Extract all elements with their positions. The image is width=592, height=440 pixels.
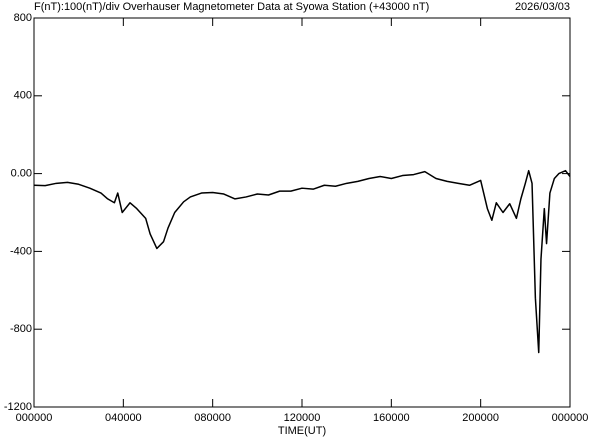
y-tick-label: -800 xyxy=(10,323,32,335)
y-tick-label: -1200 xyxy=(4,401,32,413)
y-tick-label: 400 xyxy=(14,90,32,102)
y-tick-label: 0.00 xyxy=(11,168,32,180)
y-tick-label: 800 xyxy=(14,12,32,24)
x-tick-label: 000000 xyxy=(552,412,589,424)
x-tick-label: 040000 xyxy=(105,412,142,424)
x-tick-label: 160000 xyxy=(373,412,410,424)
data-line xyxy=(33,169,571,354)
x-tick-label: 000000 xyxy=(16,412,53,424)
y-tick-label: -400 xyxy=(10,245,32,257)
x-tick-label: 120000 xyxy=(284,412,321,424)
chart-date: 2026/03/03 xyxy=(515,1,570,13)
x-tick-label: 080000 xyxy=(194,412,231,424)
chart-title: F(nT):100(nT)/div Overhauser Magnetomete… xyxy=(34,1,429,13)
x-axis-label: TIME(UT) xyxy=(278,425,326,437)
x-tick-label: 200000 xyxy=(462,412,499,424)
